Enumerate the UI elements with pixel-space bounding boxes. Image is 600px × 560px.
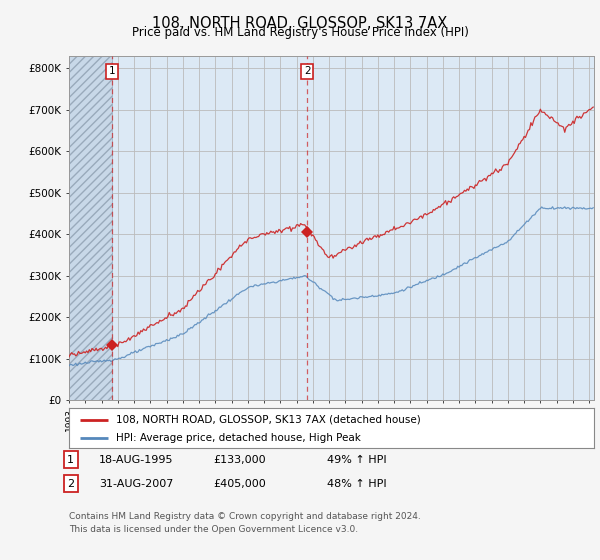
Text: 48% ↑ HPI: 48% ↑ HPI xyxy=(327,479,386,489)
Text: 31-AUG-2007: 31-AUG-2007 xyxy=(99,479,173,489)
Bar xyxy=(69,56,112,400)
Text: Price paid vs. HM Land Registry's House Price Index (HPI): Price paid vs. HM Land Registry's House … xyxy=(131,26,469,39)
Text: £133,000: £133,000 xyxy=(213,455,266,465)
Text: 2: 2 xyxy=(304,67,311,77)
Text: 2: 2 xyxy=(67,479,74,489)
Text: 1: 1 xyxy=(109,67,115,77)
Text: 108, NORTH ROAD, GLOSSOP, SK13 7AX: 108, NORTH ROAD, GLOSSOP, SK13 7AX xyxy=(152,16,448,31)
Text: 18-AUG-1995: 18-AUG-1995 xyxy=(99,455,173,465)
Text: Contains HM Land Registry data © Crown copyright and database right 2024.
This d: Contains HM Land Registry data © Crown c… xyxy=(69,512,421,534)
Text: 49% ↑ HPI: 49% ↑ HPI xyxy=(327,455,386,465)
Text: £405,000: £405,000 xyxy=(213,479,266,489)
Text: HPI: Average price, detached house, High Peak: HPI: Average price, detached house, High… xyxy=(116,433,361,443)
Text: 1: 1 xyxy=(67,455,74,465)
Text: 108, NORTH ROAD, GLOSSOP, SK13 7AX (detached house): 108, NORTH ROAD, GLOSSOP, SK13 7AX (deta… xyxy=(116,415,421,425)
